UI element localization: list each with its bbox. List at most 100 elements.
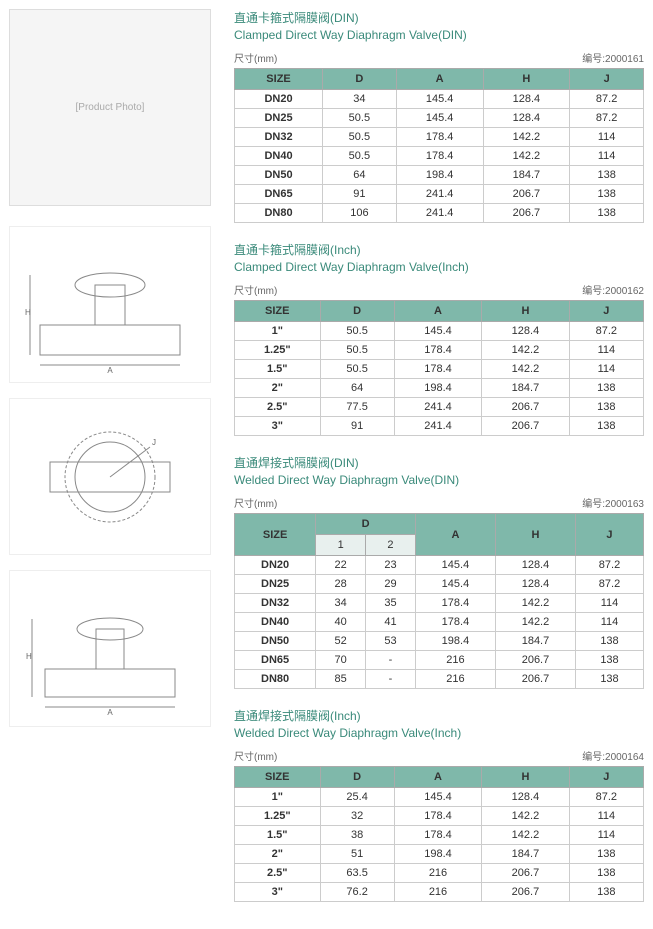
table-cell: 1"	[235, 788, 321, 807]
table-cell: 198.4	[415, 632, 495, 651]
table-cell: 87.2	[569, 788, 643, 807]
table-cell: 138	[569, 398, 643, 417]
table-cell: 91	[320, 417, 394, 436]
table-cell: 145.4	[396, 109, 483, 128]
table-cell: 50.5	[323, 128, 397, 147]
table-row: DN252829145.4128.487.2	[235, 575, 644, 594]
table-cell: 50.5	[320, 341, 394, 360]
table-cell: 178.4	[394, 360, 481, 379]
col-header: J	[569, 767, 643, 788]
table-cell: 145.4	[415, 575, 495, 594]
table-cell: 216	[394, 883, 481, 902]
table-cell: DN65	[235, 185, 323, 204]
table-cell: 91	[323, 185, 397, 204]
table-cell: 206.7	[482, 398, 569, 417]
dim-label: 尺寸(mm)	[234, 495, 277, 510]
table-cell: 23	[366, 556, 416, 575]
table-cell: 184.7	[482, 845, 569, 864]
table-cell: 142.2	[482, 341, 569, 360]
col-header: SIZE	[235, 301, 321, 322]
svg-text:H: H	[26, 652, 32, 661]
table-cell: 216	[415, 670, 495, 689]
table-cell: 138	[570, 185, 644, 204]
table-cell: 3"	[235, 883, 321, 902]
col-header: J	[570, 69, 644, 90]
table-cell: 145.4	[415, 556, 495, 575]
table-cell: 184.7	[495, 632, 575, 651]
table-cell: 206.7	[482, 417, 569, 436]
table-row: 2"64198.4184.7138	[235, 379, 644, 398]
table-cell: 114	[575, 613, 643, 632]
spec-section-0: 直通卡箍式隔膜阀(DIN) Clamped Direct Way Diaphrag…	[234, 9, 644, 223]
table-cell: 138	[575, 651, 643, 670]
table-cell: 34	[323, 90, 397, 109]
table-row: DN404041178.4142.2114	[235, 613, 644, 632]
table-cell: 40	[316, 613, 366, 632]
title-cn: 直通卡箍式隔膜阀(DIN)	[234, 9, 644, 26]
table-cell: 142.2	[495, 594, 575, 613]
table-cell: 138	[569, 379, 643, 398]
title-en: Clamped Direct Way Diaphragm Valve(DIN)	[234, 28, 644, 42]
col-header: A	[394, 301, 481, 322]
table-row: 2.5"63.5216206.7138	[235, 864, 644, 883]
table-cell: 87.2	[570, 90, 644, 109]
table-cell: 63.5	[320, 864, 394, 883]
table-cell: 138	[569, 417, 643, 436]
table-cell: 178.4	[396, 147, 483, 166]
table-cell: 128.4	[495, 556, 575, 575]
table-cell: 241.4	[394, 417, 481, 436]
title-cn: 直通卡箍式隔膜阀(Inch)	[234, 241, 644, 258]
table-cell: 64	[323, 166, 397, 185]
table-cell: 216	[394, 864, 481, 883]
table-cell: DN65	[235, 651, 316, 670]
code-label: 编号:2000162	[582, 282, 644, 297]
table-row: DN323435178.4142.2114	[235, 594, 644, 613]
table-cell: 2"	[235, 379, 321, 398]
table-cell: 138	[570, 166, 644, 185]
spec-table: SIZEDAHJ12DN202223145.4128.487.2DN252829…	[234, 513, 644, 689]
title-en: Clamped Direct Way Diaphragm Valve(Inch)	[234, 260, 644, 274]
table-row: DN6591241.4206.7138	[235, 185, 644, 204]
table-cell: 53	[366, 632, 416, 651]
table-cell: 142.2	[482, 360, 569, 379]
table-cell: 50.5	[320, 322, 394, 341]
table-row: 1.25"32178.4142.2114	[235, 807, 644, 826]
table-row: 1"50.5145.4128.487.2	[235, 322, 644, 341]
table-row: DN80106241.4206.7138	[235, 204, 644, 223]
table-cell: 178.4	[396, 128, 483, 147]
table-cell: 34	[316, 594, 366, 613]
table-cell: DN40	[235, 147, 323, 166]
code-label: 编号:2000164	[582, 748, 644, 763]
code-label: 编号:2000163	[582, 495, 644, 510]
table-cell: 178.4	[394, 826, 481, 845]
col-header: J	[569, 301, 643, 322]
table-cell: 145.4	[396, 90, 483, 109]
col-header: H	[482, 767, 569, 788]
table-cell: 184.7	[483, 166, 570, 185]
table-cell: 184.7	[482, 379, 569, 398]
table-cell: 241.4	[396, 185, 483, 204]
table-cell: 87.2	[569, 322, 643, 341]
table-cell: 51	[320, 845, 394, 864]
spec-table: SIZEDAHJ1"50.5145.4128.487.21.25"50.5178…	[234, 300, 644, 436]
table-cell: 178.4	[394, 341, 481, 360]
table-cell: DN25	[235, 575, 316, 594]
table-cell: 206.7	[482, 864, 569, 883]
table-cell: 2"	[235, 845, 321, 864]
svg-text:J: J	[152, 438, 156, 447]
table-cell: 138	[575, 670, 643, 689]
table-cell: 138	[575, 632, 643, 651]
table-cell: DN20	[235, 90, 323, 109]
table-cell: 70	[316, 651, 366, 670]
table-cell: 87.2	[570, 109, 644, 128]
table-row: DN2034145.4128.487.2	[235, 90, 644, 109]
table-cell: 41	[366, 613, 416, 632]
table-row: 1"25.4145.4128.487.2	[235, 788, 644, 807]
table-cell: 142.2	[482, 826, 569, 845]
col-header: SIZE	[235, 767, 321, 788]
title-cn: 直通焊接式隔膜阀(Inch)	[234, 707, 644, 724]
col-header: H	[483, 69, 570, 90]
col-header: D	[320, 767, 394, 788]
table-cell: 25.4	[320, 788, 394, 807]
table-cell: 52	[316, 632, 366, 651]
